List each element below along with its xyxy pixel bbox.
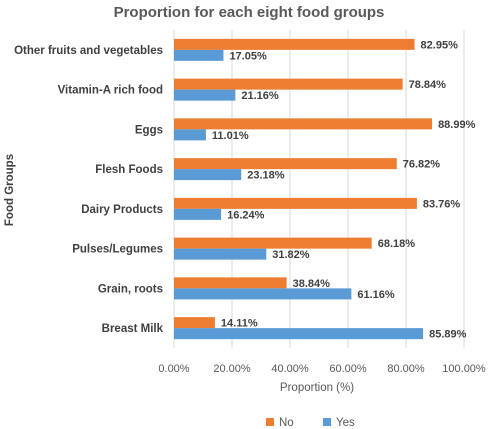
x-tick-label: 20.00% (213, 363, 251, 375)
category-label: Flesh Foods (95, 164, 163, 176)
bar-no (174, 158, 397, 170)
legend-label-no: No (279, 417, 294, 429)
data-label: 78.84% (409, 79, 447, 91)
category-label: Grain, roots (98, 283, 163, 295)
category-label: Other fruits and vegetables (14, 45, 163, 57)
data-label: 83.76% (423, 198, 461, 210)
data-label: 16.24% (227, 209, 265, 221)
category-labels: Other fruits and vegetables Vitamin-A ric… (14, 45, 164, 335)
legend: No Yes (266, 417, 355, 429)
bar-yes (174, 49, 224, 61)
data-label: 85.89% (429, 329, 467, 341)
bar-yes (174, 169, 242, 181)
legend-label-yes: Yes (336, 417, 355, 429)
x-tick-labels: 0.00% 20.00% 40.00% 60.00% 80.00% 100.00% (158, 363, 486, 375)
data-labels: 82.95% 17.05% 78.84% 21.16% 88.99% 11.01% 76.8… (212, 39, 476, 340)
category-label: Breast Milk (102, 323, 164, 335)
x-tick-label: 0.00% (158, 363, 189, 375)
category-label: Pulses/Legumes (72, 244, 163, 256)
bar-no (174, 237, 372, 249)
data-label: 23.18% (247, 170, 285, 182)
bar-yes (174, 129, 206, 141)
bar-yes (174, 208, 222, 220)
bar-yes (174, 89, 236, 101)
x-tick-label: 80.00% (387, 363, 425, 375)
x-tick-label: 60.00% (329, 363, 367, 375)
data-label: 31.82% (272, 249, 310, 261)
data-label: 88.99% (438, 119, 476, 131)
bar-yes (174, 328, 424, 340)
legend-swatch-no (266, 418, 274, 426)
category-label: Eggs (135, 124, 163, 136)
legend-swatch-yes (323, 418, 331, 426)
category-label: Vitamin-A rich food (58, 85, 163, 97)
x-tick-label: 40.00% (271, 363, 309, 375)
y-axis-label: Food Groups (4, 154, 16, 226)
x-tick-label: 100.00% (442, 363, 486, 375)
chart-title: Proportion for each eight food groups (114, 4, 385, 21)
data-label: 82.95% (421, 39, 459, 51)
bars (174, 38, 433, 340)
data-label: 11.01% (212, 130, 249, 142)
data-label: 17.05% (229, 50, 267, 62)
bar-yes (174, 288, 352, 300)
data-label: 38.84% (293, 278, 331, 290)
category-label: Dairy Products (81, 204, 163, 216)
bar-no (174, 317, 215, 329)
data-label: 14.11% (221, 318, 258, 330)
data-label: 61.16% (357, 289, 395, 301)
bar-no (174, 277, 287, 289)
x-axis-label: Proportion (%) (280, 382, 354, 394)
bar-yes (174, 248, 267, 260)
data-label: 68.18% (378, 238, 416, 250)
bar-no (174, 197, 417, 209)
bar-no (174, 118, 433, 130)
data-label: 21.16% (241, 90, 279, 102)
bar-no (174, 38, 415, 50)
bar-no (174, 78, 403, 90)
data-label: 76.82% (403, 159, 441, 171)
